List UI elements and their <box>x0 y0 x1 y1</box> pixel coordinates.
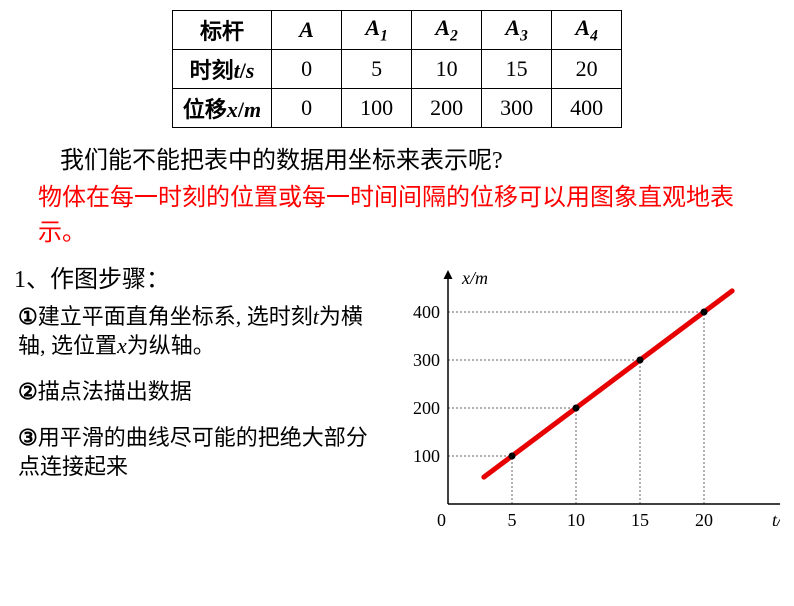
header-cell: A3 <box>482 11 552 50</box>
table-cell: 15 <box>482 50 552 89</box>
header-cell: A2 <box>412 11 482 50</box>
row-label: 时刻t/s <box>172 50 271 89</box>
svg-text:5: 5 <box>508 510 517 530</box>
chart-area: 5 10 15 20 100 200 300 400 0 x/m t/s <box>380 259 780 554</box>
svg-text:15: 15 <box>631 510 649 530</box>
displacement-chart: 5 10 15 20 100 200 300 400 0 x/m t/s <box>380 259 780 549</box>
header-cell: A <box>272 11 342 50</box>
svg-text:t/s: t/s <box>772 510 780 530</box>
table-cell: 10 <box>412 50 482 89</box>
table-cell: 100 <box>342 89 412 128</box>
header-cell: A4 <box>552 11 622 50</box>
svg-text:300: 300 <box>413 350 440 370</box>
table-cell: 0 <box>272 89 342 128</box>
table-cell: 20 <box>552 50 622 89</box>
header-cell: A1 <box>342 11 412 50</box>
svg-text:0: 0 <box>437 510 446 530</box>
table-cell: 200 <box>412 89 482 128</box>
table-row: 位移x/m 0 100 200 300 400 <box>172 89 621 128</box>
table-cell: 5 <box>342 50 412 89</box>
table-cell: 300 <box>482 89 552 128</box>
header-cell: 标杆 <box>172 11 271 50</box>
step-3: ③用平滑的曲线尽可能的把绝大部分点连接起来 <box>18 423 380 482</box>
table-row: 时刻t/s 0 5 10 15 20 <box>172 50 621 89</box>
table-header-row: 标杆 A A1 A2 A3 A4 <box>172 11 621 50</box>
svg-text:20: 20 <box>695 510 713 530</box>
red-statement: 物体在每一时刻的位置或每一时间间隔的位移可以用图象直观地表示。 <box>38 181 774 251</box>
svg-text:400: 400 <box>413 302 440 322</box>
data-table: 标杆 A A1 A2 A3 A4 时刻t/s 0 5 10 15 20 位移x/… <box>172 10 622 128</box>
step-2: ②描点法描出数据 <box>18 377 380 407</box>
svg-text:200: 200 <box>413 398 440 418</box>
content-area: 1、作图步骤： ①建立平面直角坐标系, 选时刻t为横轴, 选位置x为纵轴。 ②描… <box>0 259 794 554</box>
table-cell: 0 <box>272 50 342 89</box>
step-1: ①建立平面直角坐标系, 选时刻t为横轴, 选位置x为纵轴。 <box>18 302 380 361</box>
steps-panel: 1、作图步骤： ①建立平面直角坐标系, 选时刻t为横轴, 选位置x为纵轴。 ②描… <box>0 259 380 554</box>
svg-text:x/m: x/m <box>461 268 488 288</box>
step-title: 1、作图步骤： <box>14 259 380 294</box>
svg-text:10: 10 <box>567 510 585 530</box>
question-text: 我们能不能把表中的数据用坐标来表示呢? <box>60 140 794 175</box>
table-cell: 400 <box>552 89 622 128</box>
svg-text:100: 100 <box>413 446 440 466</box>
row-label: 位移x/m <box>172 89 271 128</box>
